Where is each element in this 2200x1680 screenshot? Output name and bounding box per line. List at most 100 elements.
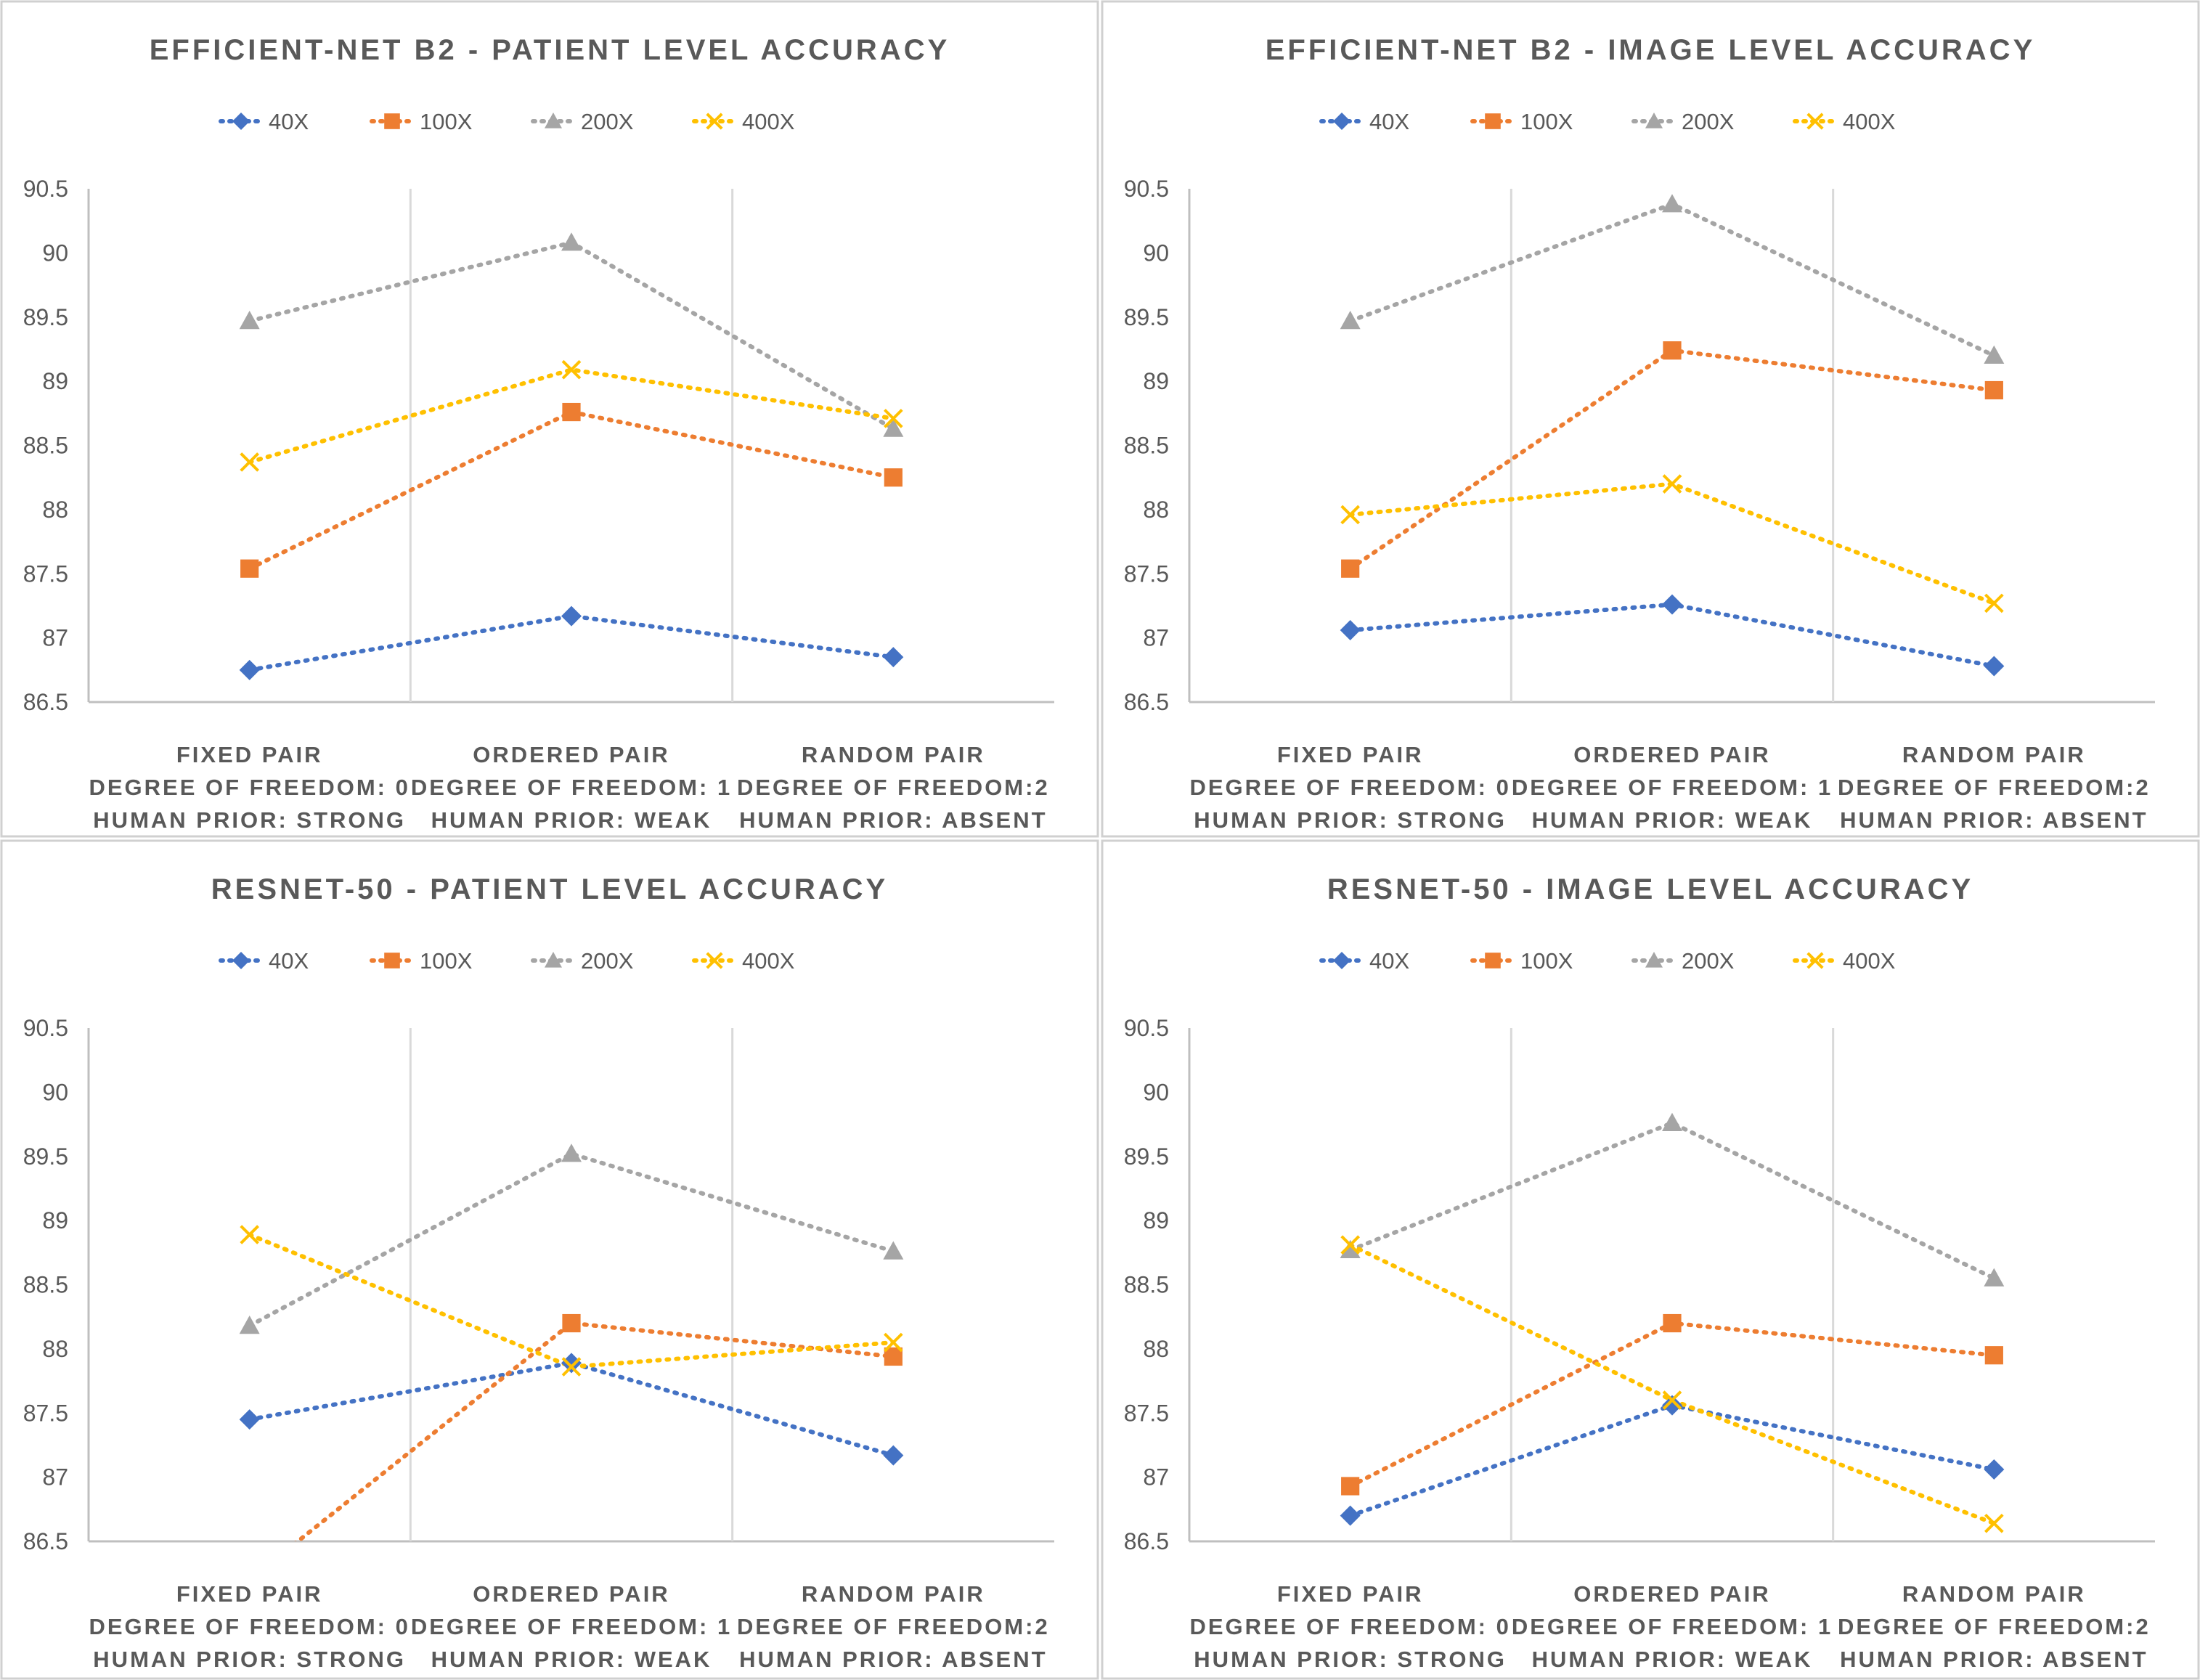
legend-item-400x: 400X [1793,109,1896,134]
data-point-200x-3 [1984,1268,2005,1286]
legend-item-40x: 40X [1319,109,1409,134]
y-tick-label: 87 [42,625,68,651]
legend-item-40x: 40X [219,948,309,974]
x-category-label: RANDOM PAIR [1902,1581,2086,1607]
chart-panel-2: EFFICIENT-NET B2 - IMAGE LEVEL ACCURACY 4… [1101,0,2200,838]
data-point-40x-3 [1984,656,2005,677]
x-category-label: DEGREE OF FREEDOM:2 [1838,775,2151,800]
data-point-100x-2 [562,402,581,422]
data-point-200x-1 [1340,1239,1361,1258]
x-category-label: FIXED PAIR [1277,1581,1424,1607]
legend-marker-square [1485,113,1501,129]
x-category-label: DEGREE OF FREEDOM:2 [1838,1614,2151,1639]
data-point-200x-1 [239,311,260,330]
data-point-40x-1 [1340,620,1361,641]
y-tick-label: 90 [1143,240,1169,266]
data-point-200x-3 [883,418,904,437]
legend-item-200x: 200X [1631,109,1735,134]
y-tick-label: 86.5 [1124,1528,1169,1554]
x-category-label: HUMAN PRIOR: STRONG [93,1647,406,1672]
y-tick-label: 90 [42,1079,68,1105]
legend-label: 400X [742,948,795,974]
chart-panel-4: RESNET-50 - IMAGE LEVEL ACCURACY 40X 100X 2… [1101,839,2200,1680]
x-category-label: RANDOM PAIR [802,1581,985,1607]
plot-area [1340,1112,2005,1533]
data-point-400x-1 [240,1225,259,1244]
plot-area [239,1143,904,1541]
y-tick-label: 87 [1143,1464,1169,1491]
y-tick-label: 90.5 [23,1015,68,1041]
panel-frame [1101,0,2200,838]
legend-item-200x: 200X [531,948,634,974]
legend-label: 200X [1682,109,1735,134]
legend-marker-diamond [232,113,250,130]
y-tick-label: 88 [1143,1336,1169,1362]
x-category-label: FIXED PAIR [1277,742,1424,767]
legend-marker-triangle [545,113,562,129]
data-point-200x-2 [561,1143,582,1162]
legend-item-200x: 200X [531,109,634,134]
legend-label: 400X [742,109,795,134]
x-category-label: HUMAN PRIOR: ABSENT [739,1647,1047,1672]
y-tick-label: 90.5 [23,176,68,202]
y-tick-label: 88 [42,1336,68,1362]
legend-marker-triangle [1645,113,1663,129]
data-point-400x-1 [240,452,259,472]
y-tick-label: 88 [42,497,68,523]
y-tick-label: 89.5 [1124,1143,1169,1170]
legend-marker-diamond [1333,113,1350,130]
legend-item-400x: 400X [692,948,795,974]
x-category-label: ORDERED PAIR [1573,1581,1770,1607]
x-category-label: DEGREE OF FREEDOM: 0 [1189,1614,1510,1639]
data-point-200x-3 [1984,345,2005,364]
x-category-label: RANDOM PAIR [802,742,985,767]
legend-label: 200X [581,109,634,134]
legend-marker-triangle [545,952,562,968]
legend-label: 40X [269,109,309,134]
chart-title: EFFICIENT-NET B2 - PATIENT LEVEL ACCURAC… [150,34,950,66]
legend-label: 40X [1369,109,1409,134]
plot-area [1340,194,2005,677]
data-point-400x-2 [1662,1390,1682,1410]
legend-marker-square [1485,953,1501,969]
data-point-40x-2 [1662,1395,1682,1416]
data-point-100x-3 [884,468,903,487]
legend-label: 100X [420,948,473,974]
x-category-label: DEGREE OF FREEDOM: 1 [1512,1614,1833,1639]
x-category-label: HUMAN PRIOR: STRONG [93,807,406,833]
y-tick-label: 89.5 [23,304,68,330]
data-point-40x-1 [1340,1505,1361,1526]
data-point-40x-2 [561,605,582,627]
y-tick-label: 90 [1143,1079,1169,1105]
y-tick-label: 90.5 [1124,1015,1169,1041]
y-tick-label: 86.5 [23,1528,68,1554]
data-point-100x-2 [562,1313,581,1333]
x-category-label: DEGREE OF FREEDOM: 0 [89,1614,410,1639]
legend-label: 40X [269,948,309,974]
data-point-40x-3 [883,1445,904,1466]
y-tick-label: 88 [1143,497,1169,523]
data-point-200x-2 [561,232,582,251]
data-point-400x-3 [884,409,903,428]
data-point-400x-2 [561,1357,582,1377]
legend-label: 100X [1520,109,1573,134]
series-line-200x [1348,1120,1997,1281]
x-category-label: HUMAN PRIOR: ABSENT [1840,1647,2148,1672]
y-tick-label: 88.5 [23,1272,68,1298]
x-category-label: FIXED PAIR [176,742,323,767]
legend-label: 400X [1843,948,1896,974]
x-category-label: HUMAN PRIOR: WEAK [1532,1647,1813,1672]
legend-label: 200X [1682,948,1735,974]
y-tick-label: 87.5 [23,1400,68,1426]
legend-marker-x-cross [1806,113,1824,130]
x-category-label: HUMAN PRIOR: ABSENT [739,807,1047,833]
data-point-100x-2 [1663,1313,1682,1333]
data-point-100x-1 [240,559,259,578]
legend-item-100x: 100X [1470,109,1573,134]
legend-item-100x: 100X [370,948,473,974]
legend-marker-x-cross [706,952,723,969]
series-line-40x [247,1361,896,1458]
data-point-40x-3 [1984,1459,2005,1480]
data-point-40x-1 [239,659,260,680]
data-point-100x-2 [1663,341,1682,360]
